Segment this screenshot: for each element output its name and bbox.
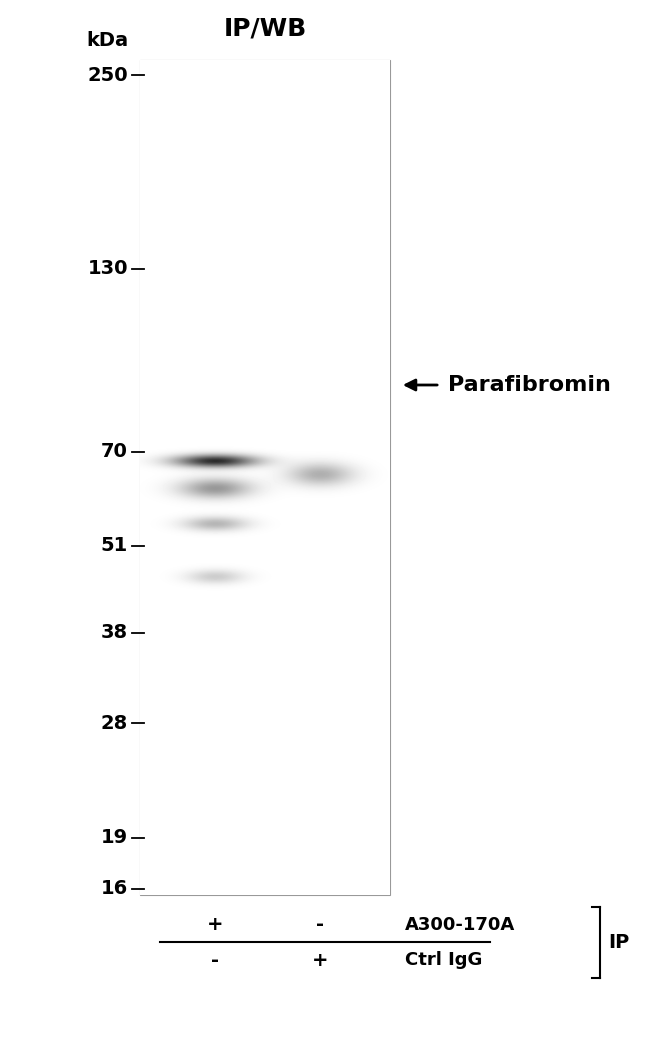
Text: +: +	[207, 915, 223, 935]
Text: 250: 250	[87, 66, 128, 85]
Text: 130: 130	[88, 259, 128, 278]
Text: A300-170A: A300-170A	[405, 917, 515, 933]
Text: Parafibromin: Parafibromin	[448, 375, 611, 395]
Text: -: -	[316, 915, 324, 935]
Bar	[140, 59, 390, 895]
Text: Ctrl IgG: Ctrl IgG	[405, 950, 482, 969]
Text: IP: IP	[608, 933, 629, 952]
Text: +: +	[312, 950, 328, 970]
Text: IP/WB: IP/WB	[224, 16, 307, 40]
Text: -: -	[211, 950, 219, 970]
Text: 28: 28	[101, 714, 128, 733]
Text: 70: 70	[101, 443, 128, 461]
Text: kDa: kDa	[86, 31, 128, 50]
Text: 16: 16	[101, 879, 128, 898]
Text: 51: 51	[101, 536, 128, 555]
Text: 19: 19	[101, 828, 128, 847]
Text: 38: 38	[101, 623, 128, 643]
